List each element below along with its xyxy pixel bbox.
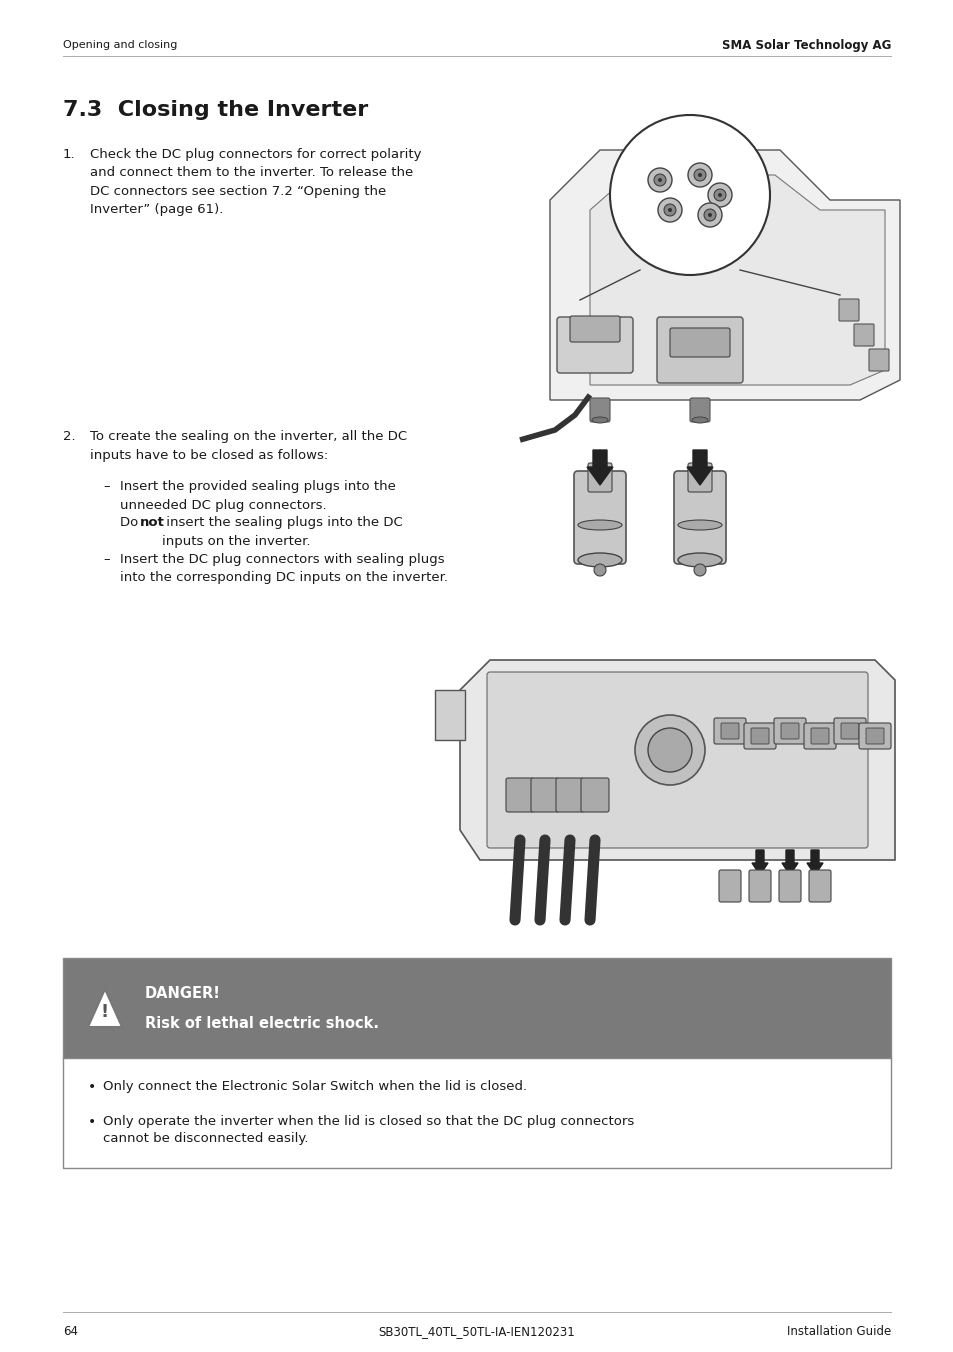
FancyArrow shape (806, 850, 822, 875)
Ellipse shape (678, 521, 721, 530)
Circle shape (693, 564, 705, 576)
Text: –: – (103, 553, 110, 566)
Circle shape (609, 115, 769, 274)
FancyBboxPatch shape (505, 777, 534, 813)
FancyBboxPatch shape (556, 777, 583, 813)
FancyBboxPatch shape (589, 397, 609, 422)
Circle shape (693, 169, 705, 181)
Circle shape (703, 210, 716, 220)
FancyBboxPatch shape (587, 462, 612, 492)
Circle shape (647, 168, 671, 192)
Text: To create the sealing on the inverter, all the DC
inputs have to be closed as fo: To create the sealing on the inverter, a… (90, 430, 407, 461)
Polygon shape (88, 990, 122, 1028)
Text: Insert the DC plug connectors with sealing plugs
into the corresponding DC input: Insert the DC plug connectors with seali… (120, 553, 448, 584)
Ellipse shape (678, 553, 721, 566)
FancyBboxPatch shape (63, 959, 890, 1059)
FancyBboxPatch shape (808, 869, 830, 902)
FancyBboxPatch shape (853, 324, 873, 346)
FancyBboxPatch shape (657, 316, 742, 383)
FancyBboxPatch shape (673, 470, 725, 564)
FancyBboxPatch shape (841, 723, 858, 740)
Text: not: not (140, 516, 165, 529)
FancyArrow shape (686, 450, 712, 485)
FancyBboxPatch shape (580, 777, 608, 813)
Circle shape (713, 189, 725, 201)
Circle shape (594, 564, 605, 576)
Circle shape (687, 164, 711, 187)
FancyBboxPatch shape (748, 869, 770, 902)
Circle shape (654, 174, 665, 187)
Text: DANGER!: DANGER! (145, 986, 221, 1000)
Text: SB30TL_40TL_50TL-IA-IEN120231: SB30TL_40TL_50TL-IA-IEN120231 (378, 1325, 575, 1338)
Text: 2.: 2. (63, 430, 75, 443)
FancyBboxPatch shape (838, 299, 858, 320)
Ellipse shape (592, 416, 607, 423)
Text: Do: Do (120, 516, 142, 529)
FancyBboxPatch shape (574, 470, 625, 564)
Text: insert the sealing plugs into the DC
inputs on the inverter.: insert the sealing plugs into the DC inp… (162, 516, 402, 548)
Circle shape (718, 193, 721, 197)
Polygon shape (550, 150, 899, 400)
Text: •: • (88, 1080, 96, 1094)
Text: !: ! (101, 1003, 109, 1021)
Text: 7.3  Closing the Inverter: 7.3 Closing the Inverter (63, 100, 368, 120)
Circle shape (707, 183, 731, 207)
Circle shape (647, 727, 691, 772)
FancyBboxPatch shape (557, 316, 633, 373)
Text: Risk of lethal electric shock.: Risk of lethal electric shock. (145, 1015, 378, 1032)
FancyBboxPatch shape (569, 316, 619, 342)
Text: Installation Guide: Installation Guide (786, 1325, 890, 1338)
FancyBboxPatch shape (669, 329, 729, 357)
FancyBboxPatch shape (750, 727, 768, 744)
Text: Only connect the Electronic Solar Switch when the lid is closed.: Only connect the Electronic Solar Switch… (103, 1080, 527, 1092)
FancyArrow shape (586, 450, 613, 485)
Circle shape (707, 214, 711, 218)
Circle shape (667, 208, 671, 212)
Text: •: • (88, 1115, 96, 1129)
Text: cannot be disconnected easily.: cannot be disconnected easily. (103, 1132, 308, 1145)
FancyBboxPatch shape (810, 727, 828, 744)
FancyBboxPatch shape (743, 723, 775, 749)
FancyBboxPatch shape (486, 672, 867, 848)
Circle shape (698, 173, 701, 177)
FancyBboxPatch shape (719, 869, 740, 902)
FancyBboxPatch shape (720, 723, 739, 740)
FancyBboxPatch shape (687, 462, 711, 492)
Text: SMA Solar Technology AG: SMA Solar Technology AG (720, 38, 890, 51)
Text: Check the DC plug connectors for correct polarity
and connect them to the invert: Check the DC plug connectors for correct… (90, 147, 421, 216)
FancyBboxPatch shape (833, 718, 865, 744)
FancyBboxPatch shape (773, 718, 805, 744)
Text: 1.: 1. (63, 147, 75, 161)
FancyBboxPatch shape (868, 349, 888, 370)
Text: –: – (103, 480, 110, 493)
FancyArrow shape (751, 850, 767, 875)
Text: Insert the provided sealing plugs into the
unneeded DC plug connectors.: Insert the provided sealing plugs into t… (120, 480, 395, 511)
FancyArrow shape (781, 850, 797, 875)
Circle shape (663, 204, 676, 216)
Circle shape (698, 203, 721, 227)
Ellipse shape (578, 521, 621, 530)
Polygon shape (459, 660, 894, 860)
Text: 64: 64 (63, 1325, 78, 1338)
Circle shape (658, 197, 681, 222)
Text: Only operate the inverter when the lid is closed so that the DC plug connectors: Only operate the inverter when the lid i… (103, 1115, 634, 1128)
FancyBboxPatch shape (858, 723, 890, 749)
Polygon shape (589, 174, 884, 385)
FancyBboxPatch shape (689, 397, 709, 422)
FancyBboxPatch shape (779, 869, 801, 902)
Text: Opening and closing: Opening and closing (63, 41, 177, 50)
FancyBboxPatch shape (713, 718, 745, 744)
Circle shape (635, 715, 704, 786)
Circle shape (658, 178, 661, 183)
FancyBboxPatch shape (803, 723, 835, 749)
FancyBboxPatch shape (865, 727, 883, 744)
FancyBboxPatch shape (435, 690, 464, 740)
FancyBboxPatch shape (531, 777, 558, 813)
FancyBboxPatch shape (781, 723, 799, 740)
Ellipse shape (691, 416, 707, 423)
Ellipse shape (578, 553, 621, 566)
